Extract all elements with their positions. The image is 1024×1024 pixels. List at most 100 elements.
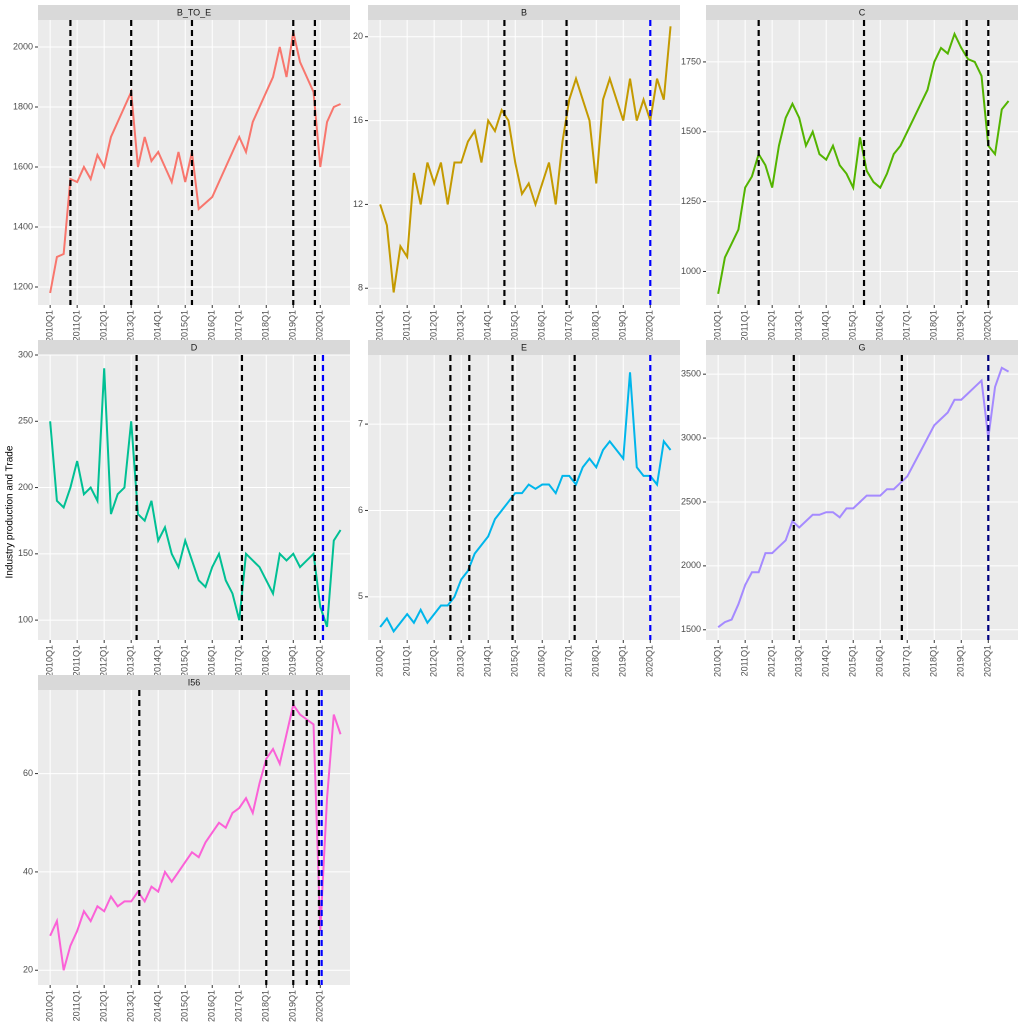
series-line bbox=[49, 702, 342, 971]
x-tick-label: 2011Q1 bbox=[740, 310, 750, 341]
x-tick-label: 2014Q1 bbox=[483, 310, 493, 342]
y-tick-label: 20 bbox=[353, 31, 363, 41]
x-tick-label: 2011Q1 bbox=[72, 310, 82, 341]
x-tick-label: 2020Q1 bbox=[645, 310, 655, 342]
series-line bbox=[49, 31, 341, 294]
y-tick-label: 250 bbox=[18, 416, 33, 426]
x-tick-label: 2017Q1 bbox=[234, 310, 244, 342]
y-tick-label: 1400 bbox=[13, 221, 33, 231]
x-tick-label: 2015Q1 bbox=[510, 310, 520, 342]
x-tick-label: 2019Q1 bbox=[956, 645, 966, 677]
x-tick-label: 2011Q1 bbox=[740, 645, 750, 676]
y-tick-label: 200 bbox=[18, 482, 33, 492]
x-tick-label: 2013Q1 bbox=[126, 990, 136, 1022]
x-tick-label: 2012Q1 bbox=[429, 310, 439, 342]
panel-title: C bbox=[859, 7, 866, 17]
y-tick-label: 2000 bbox=[13, 41, 33, 51]
x-tick-label: 2010Q1 bbox=[713, 310, 723, 342]
x-tick-label: 2014Q1 bbox=[483, 645, 493, 677]
x-tick-label: 2017Q1 bbox=[902, 310, 912, 342]
x-tick-label: 2016Q1 bbox=[207, 990, 217, 1022]
x-tick-label: 2013Q1 bbox=[456, 310, 466, 342]
strip bbox=[706, 340, 1018, 355]
x-tick-label: 2012Q1 bbox=[767, 645, 777, 677]
strip bbox=[706, 5, 1018, 20]
x-tick-label: 2019Q1 bbox=[288, 645, 298, 677]
y-tick-label: 16 bbox=[353, 115, 363, 125]
x-tick-label: 2012Q1 bbox=[429, 645, 439, 677]
y-tick-label: 1500 bbox=[681, 624, 701, 634]
panel-background bbox=[38, 690, 350, 985]
x-tick-label: 2015Q1 bbox=[180, 310, 190, 342]
x-tick-label: 2015Q1 bbox=[180, 990, 190, 1022]
y-tick-label: 40 bbox=[23, 866, 33, 876]
panel-title: B_TO_E bbox=[177, 7, 211, 17]
y-tick-label: 1000 bbox=[681, 266, 701, 276]
x-tick-label: 2013Q1 bbox=[126, 310, 136, 342]
x-tick-label: 2016Q1 bbox=[537, 310, 547, 342]
y-tick-label: 1500 bbox=[681, 126, 701, 136]
panel-background bbox=[38, 355, 350, 640]
series-line bbox=[379, 26, 672, 293]
y-axis-label: Industry production and Trade bbox=[5, 445, 16, 578]
x-tick-label: 2018Q1 bbox=[591, 645, 601, 677]
strip bbox=[38, 340, 350, 355]
x-tick-label: 2015Q1 bbox=[510, 645, 520, 677]
x-tick-label: 2020Q1 bbox=[645, 645, 655, 677]
panel-background bbox=[706, 355, 1018, 640]
panel-background bbox=[706, 20, 1018, 305]
x-tick-label: 2010Q1 bbox=[45, 990, 55, 1022]
panel-title: B bbox=[521, 7, 527, 17]
x-tick-label: 2018Q1 bbox=[261, 310, 271, 342]
x-tick-label: 2017Q1 bbox=[234, 645, 244, 677]
x-tick-label: 2018Q1 bbox=[929, 645, 939, 677]
y-tick-label: 100 bbox=[18, 614, 33, 624]
x-tick-label: 2019Q1 bbox=[618, 310, 628, 342]
panel-title: G bbox=[858, 342, 865, 352]
x-tick-label: 2013Q1 bbox=[794, 310, 804, 342]
y-tick-label: 20 bbox=[23, 965, 33, 975]
x-tick-label: 2017Q1 bbox=[564, 310, 574, 342]
strip bbox=[38, 5, 350, 20]
y-tick-label: 8 bbox=[358, 283, 363, 293]
x-tick-label: 2011Q1 bbox=[72, 990, 82, 1021]
y-tick-label: 1750 bbox=[681, 56, 701, 66]
x-tick-label: 2010Q1 bbox=[713, 645, 723, 677]
series-line bbox=[49, 368, 342, 628]
x-tick-label: 2018Q1 bbox=[261, 990, 271, 1022]
y-tick-label: 2500 bbox=[681, 496, 701, 506]
series-line bbox=[717, 366, 1010, 629]
x-tick-label: 2015Q1 bbox=[848, 645, 858, 677]
x-tick-label: 2020Q1 bbox=[315, 990, 325, 1022]
x-tick-label: 2019Q1 bbox=[288, 310, 298, 342]
y-tick-label: 1200 bbox=[13, 281, 33, 291]
x-tick-label: 2010Q1 bbox=[45, 645, 55, 677]
x-tick-label: 2019Q1 bbox=[956, 310, 966, 342]
y-tick-label: 1250 bbox=[681, 196, 701, 206]
x-tick-label: 2013Q1 bbox=[456, 645, 466, 677]
x-tick-label: 2016Q1 bbox=[207, 310, 217, 342]
y-tick-label: 150 bbox=[18, 548, 33, 558]
panel-title: I56 bbox=[188, 677, 201, 687]
strip bbox=[368, 340, 680, 355]
y-tick-label: 300 bbox=[18, 349, 33, 359]
series-line bbox=[379, 372, 672, 634]
x-tick-label: 2014Q1 bbox=[821, 310, 831, 342]
y-tick-label: 3500 bbox=[681, 369, 701, 379]
panel-background bbox=[368, 20, 680, 305]
x-tick-label: 2014Q1 bbox=[153, 645, 163, 677]
x-tick-label: 2014Q1 bbox=[153, 990, 163, 1022]
x-tick-label: 2020Q1 bbox=[983, 310, 993, 342]
y-tick-label: 5 bbox=[358, 591, 363, 601]
y-tick-label: 60 bbox=[23, 768, 33, 778]
x-tick-label: 2010Q1 bbox=[375, 310, 385, 342]
x-tick-label: 2020Q1 bbox=[983, 645, 993, 677]
x-tick-label: 2015Q1 bbox=[180, 645, 190, 677]
y-tick-label: 1600 bbox=[13, 161, 33, 171]
x-tick-label: 2017Q1 bbox=[564, 645, 574, 677]
x-tick-label: 2016Q1 bbox=[875, 310, 885, 342]
y-tick-label: 6 bbox=[358, 505, 363, 515]
x-tick-label: 2011Q1 bbox=[402, 310, 412, 341]
y-tick-label: 3000 bbox=[681, 432, 701, 442]
x-tick-label: 2012Q1 bbox=[99, 990, 109, 1022]
